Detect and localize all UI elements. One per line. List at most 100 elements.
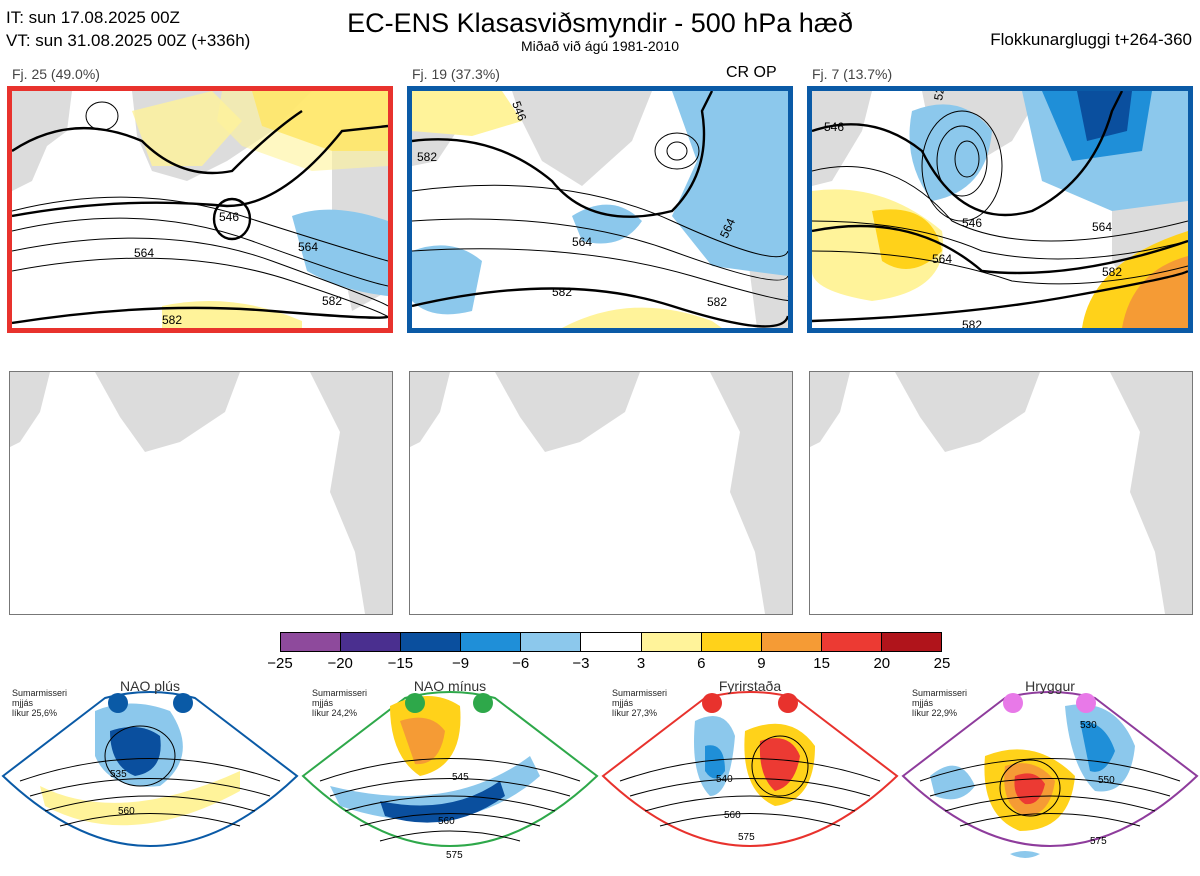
contour-label: 582	[707, 295, 727, 309]
land	[710, 372, 792, 614]
colorbar-tick-label: −6	[512, 655, 530, 672]
colorbar-swatch	[581, 633, 642, 651]
colorbar-swatch	[401, 633, 462, 651]
contour-label: 575	[738, 832, 755, 843]
contour-label: 560	[438, 816, 455, 827]
anomaly-warm	[217, 91, 388, 171]
contour-label: 564	[932, 252, 952, 266]
land	[1110, 372, 1192, 614]
colorbar-tick-label: 9	[757, 655, 766, 672]
init-time: IT: sun 17.08.2025 00Z	[6, 8, 180, 27]
land	[10, 372, 50, 447]
page-subtitle: Miðað við ágú 1981-2010	[520, 38, 679, 54]
contour-label: 582	[162, 313, 182, 327]
anomaly-warm	[872, 209, 942, 269]
contour-label: 550	[1098, 775, 1115, 786]
note-line: mjjás	[12, 698, 34, 708]
contour-label: 582	[417, 150, 437, 164]
colorbar-swatch	[821, 633, 882, 651]
colorbar-tick-label: 3	[636, 655, 646, 672]
regime-note: Sumarmisseri mjjás líkur 25,6%	[12, 688, 67, 718]
note-line: mjjás	[912, 698, 934, 708]
regime-note: Sumarmisseri mjjás líkur 24,2%	[312, 688, 367, 718]
cluster-1-label: Fj. 25 (49.0%)	[12, 66, 100, 82]
cluster-2-tag: CR OP	[726, 64, 777, 81]
contour-label: 535	[110, 769, 127, 780]
anomaly-cold	[292, 209, 388, 296]
colorbar-swatch	[761, 633, 822, 651]
cluster-3-map[interactable]: 528 546 546 564 564 582 582	[807, 86, 1193, 333]
colorbar	[280, 632, 942, 652]
note-line: líkur 24,2%	[312, 708, 358, 718]
note-line: líkur 27,3%	[612, 708, 658, 718]
contour-label: 564	[572, 235, 592, 249]
regime-note: Sumarmisseri mjjás líkur 22,9%	[912, 688, 967, 718]
contour-label: 582	[322, 294, 342, 308]
contour-label: 546	[219, 210, 239, 224]
note-line: mjjás	[312, 698, 334, 708]
cluster-2-label: Fj. 19 (37.3%)	[412, 66, 500, 82]
page-title: EC-ENS Klasasviðsmyndir - 500 hPa hæð	[347, 8, 853, 38]
colorbar-tick-label: −9	[451, 655, 470, 672]
contour-label: 582	[1102, 265, 1122, 279]
empty-map-2[interactable]	[409, 371, 793, 615]
contour-label: 575	[446, 850, 463, 861]
regime-note: Sumarmisseri mjjás líkur 27,3%	[612, 688, 667, 718]
contour-label: 546	[509, 99, 529, 123]
note-line: Sumarmisseri	[612, 688, 668, 698]
land	[810, 372, 850, 447]
note-line: Sumarmisseri	[12, 688, 68, 698]
anomaly-cold	[672, 91, 788, 276]
land	[512, 91, 652, 186]
empty-map-3[interactable]	[809, 371, 1193, 615]
land	[410, 372, 450, 447]
land	[495, 372, 640, 452]
note-line: líkur 25,6%	[12, 708, 58, 718]
land	[12, 91, 72, 191]
regime-title: Hryggur	[1025, 678, 1075, 694]
regime-ridge[interactable]: 530 550 575 Hryggur Sumarmisseri mjjás l…	[900, 676, 1200, 871]
colorbar-tick-label: −15	[387, 655, 414, 672]
run-info: IT: sun 17.08.2025 00Z VT: sun 31.08.202…	[6, 6, 250, 52]
contour-label: 564	[1092, 220, 1112, 234]
regime-title: Fyrirstaða	[718, 678, 782, 694]
anomaly-warm	[1122, 256, 1188, 328]
colorbar-swatch	[521, 633, 582, 651]
contour-label: 546	[824, 120, 844, 134]
cluster-2-map[interactable]: 546 582 564 564 582 582	[407, 86, 793, 333]
anomaly-warm	[562, 307, 722, 328]
colorbar-swatch	[881, 633, 942, 651]
anomaly-cold	[1077, 91, 1132, 141]
empty-map-1[interactable]	[9, 371, 393, 615]
contour-label: 582	[552, 285, 572, 299]
colorbar-swatch	[281, 633, 342, 651]
regime-nao-plus[interactable]: 535 560 NAO plús Sumarmisseri mjjás líku…	[0, 676, 300, 871]
colorbar-swatch	[461, 633, 522, 651]
contour-label: 575	[1090, 836, 1107, 847]
colorbar-tick-label: 25	[933, 655, 951, 672]
colorbar-swatch	[641, 633, 702, 651]
anomaly-cold	[412, 245, 482, 315]
land	[895, 372, 1040, 452]
note-line: Sumarmisseri	[312, 688, 368, 698]
note-line: Sumarmisseri	[912, 688, 968, 698]
contour-label: 560	[724, 810, 741, 821]
colorbar-tick-label: 20	[873, 655, 891, 672]
contour-label: 546	[962, 216, 982, 230]
regime-blocking[interactable]: 540 560 575 Fyrirstaða Sumarmisseri mjjá…	[600, 676, 900, 871]
anomaly-cold	[572, 204, 642, 244]
contour-label: 545	[452, 772, 469, 783]
colorbar-tick-label: −3	[572, 655, 590, 672]
anomaly-warm	[132, 91, 242, 166]
cluster-1-map[interactable]: 546 564 582 564 582	[7, 86, 393, 333]
regime-title: NAO mínus	[413, 678, 487, 694]
land	[95, 372, 240, 452]
regime-title: NAO plús	[120, 678, 180, 694]
valid-time: VT: sun 31.08.2025 00Z (+336h)	[6, 31, 251, 50]
colorbar-tick-label: 6	[697, 655, 706, 672]
contour-label: 540	[716, 774, 733, 785]
colorbar-swatch	[701, 633, 762, 651]
cluster-3-label: Fj. 7 (13.7%)	[812, 66, 893, 82]
regime-nao-minus[interactable]: 545 560 575 NAO mínus Sumarmisseri mjjás…	[300, 676, 600, 871]
anomaly-warm	[162, 301, 302, 328]
